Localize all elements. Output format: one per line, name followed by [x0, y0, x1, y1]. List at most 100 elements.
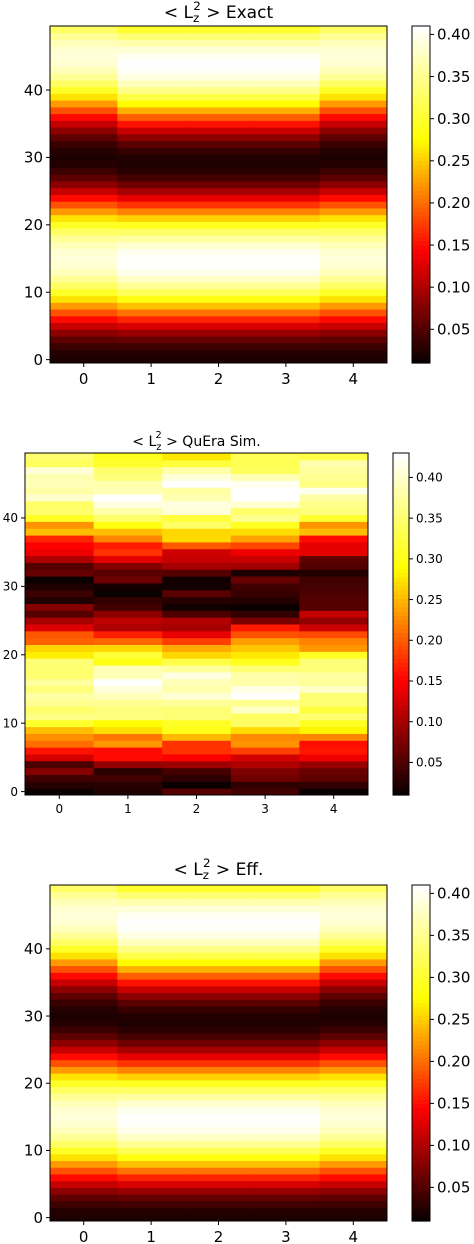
- heatmap-cell: [299, 535, 369, 543]
- heatmap-cell: [50, 329, 118, 337]
- colorbar-segment: [412, 34, 430, 40]
- heatmap-cell: [184, 1180, 253, 1188]
- heatmap-panel-eff: < Lz2 > Eff. 0 1 2 3 4 0 10 20 30 40 0.05 0.10 0.15 0.…: [0, 850, 474, 1244]
- heatmap-cell: [117, 342, 186, 351]
- heatmap-cell: [25, 528, 95, 536]
- heatmap-cell: [252, 1039, 321, 1047]
- heatmap-cell: [230, 507, 300, 516]
- heatmap-cell: [117, 52, 186, 61]
- heatmap-cell: [184, 1039, 253, 1047]
- heatmap-cell: [117, 207, 186, 216]
- heatmap-cell: [117, 46, 186, 54]
- colorbar-segment: [412, 354, 430, 360]
- colorbar-segment: [393, 538, 409, 544]
- heatmap-panel-quera: < Lz2 > QuEra Sim. 0 1 2 3 4 0 10 20 30 40 0.05 0.10…: [0, 420, 474, 820]
- heatmap-cell: [93, 507, 163, 516]
- heatmap-cell: [319, 127, 388, 135]
- colorbar-segment: [412, 1057, 430, 1062]
- colorbar-segment: [412, 266, 430, 271]
- heatmap-cell: [162, 692, 232, 700]
- colorbar-segment: [412, 1044, 430, 1050]
- heatmap-cell: [50, 925, 118, 933]
- heatmap-cell: [93, 548, 163, 557]
- heatmap-cell: [319, 315, 388, 324]
- heatmap-cell: [319, 1126, 388, 1135]
- heatmap-cell: [299, 740, 369, 748]
- heatmap-cell: [319, 1039, 388, 1047]
- heatmap-cell: [117, 32, 186, 40]
- heatmap-cell: [299, 726, 369, 734]
- heatmap-cell: [25, 665, 95, 673]
- heatmap-cell: [319, 174, 388, 182]
- heatmap-cell: [162, 569, 232, 577]
- colorbar-segment: [412, 994, 430, 999]
- heatmap-cell: [184, 1160, 253, 1168]
- heatmap-cell: [117, 261, 186, 270]
- heatmap-cell: [117, 302, 186, 310]
- heatmap-cell: [25, 753, 95, 762]
- heatmap-cell: [50, 52, 118, 61]
- heatmap-cell: [184, 945, 253, 953]
- heatmap-cell: [117, 938, 186, 946]
- colorbar-segment: [412, 1137, 430, 1142]
- heatmap-cell: [299, 753, 369, 762]
- colorbar-segment: [412, 1124, 430, 1130]
- heatmap-cell: [50, 1214, 118, 1222]
- heatmap-cell: [252, 167, 321, 175]
- heatmap-cell: [184, 1079, 253, 1088]
- colorbar-segment: [412, 72, 430, 78]
- colorbar-segment: [412, 1195, 430, 1201]
- colorbar-segment: [393, 589, 409, 595]
- heatmap-cell: [184, 925, 253, 933]
- colorbar-segment: [393, 662, 409, 668]
- colorbar-segment: [393, 581, 409, 587]
- heatmap-cell: [93, 494, 163, 502]
- heatmap-cell: [50, 1180, 118, 1188]
- colorbar-segment: [412, 1023, 430, 1029]
- heatmap-cell: [184, 1053, 253, 1061]
- y-tick-label: 40: [24, 940, 43, 958]
- heatmap-cell: [184, 315, 253, 324]
- colorbar-segment: [393, 521, 409, 527]
- heatmap-cell: [319, 952, 388, 960]
- colorbar-segment: [412, 960, 430, 966]
- colorbar-segment: [393, 624, 409, 629]
- heatmap-cell: [162, 781, 232, 789]
- heatmap-cell: [184, 113, 253, 121]
- heatmap-cell: [117, 1160, 186, 1168]
- heatmap-cell: [117, 992, 186, 1000]
- colorbar-segment: [393, 752, 409, 758]
- heatmap-cell: [184, 268, 253, 276]
- heatmap-cell: [252, 261, 321, 270]
- heatmap-cell: [117, 66, 186, 74]
- heatmap-cell: [117, 187, 186, 195]
- heatmap-cell: [299, 637, 369, 646]
- heatmap-cell: [117, 911, 186, 920]
- y-tick-label: 30: [24, 149, 43, 167]
- heatmap-cell: [319, 288, 388, 297]
- heatmap-cell: [25, 617, 95, 625]
- heatmap-cell: [252, 66, 321, 74]
- heatmap-cell: [162, 733, 232, 741]
- heatmap-cell: [162, 788, 232, 796]
- heatmap-cell: [50, 999, 118, 1007]
- x-tick-label: 0: [79, 1228, 89, 1244]
- heatmap-cell: [299, 576, 369, 584]
- heatmap-cell: [117, 322, 186, 330]
- colorbar-segment: [393, 529, 409, 535]
- heatmap-cell: [25, 453, 95, 461]
- heatmap-cell: [162, 630, 232, 639]
- colorbar-segment: [412, 1002, 430, 1008]
- colorbar-segment: [412, 350, 430, 356]
- heatmap-cell: [50, 1147, 118, 1155]
- heatmap-cell: [319, 201, 388, 209]
- heatmap-cell: [184, 214, 253, 222]
- heatmap-cell: [50, 1133, 118, 1141]
- colorbar-segment: [412, 922, 430, 928]
- heatmap-cell: [319, 932, 388, 940]
- heatmap-cell: [117, 255, 186, 263]
- heatmap-cell: [184, 127, 253, 135]
- heatmap-cell: [162, 678, 232, 687]
- heatmap-cell: [162, 651, 232, 659]
- heatmap-cell: [25, 514, 95, 522]
